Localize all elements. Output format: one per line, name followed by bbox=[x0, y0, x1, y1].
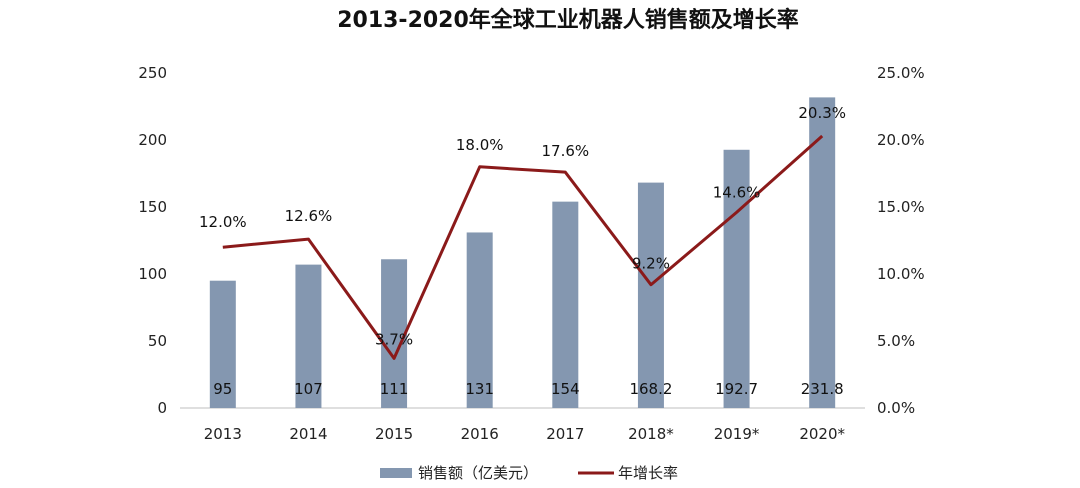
y-left-tick-label: 200 bbox=[138, 131, 167, 149]
bar bbox=[552, 201, 579, 408]
bar bbox=[809, 97, 836, 408]
bar-data-label: 192.7 bbox=[715, 380, 758, 398]
bar-data-label: 131 bbox=[465, 380, 494, 398]
legend-bar-swatch bbox=[380, 468, 412, 478]
legend-line-label: 年增长率 bbox=[618, 464, 678, 482]
x-tick-label: 2017 bbox=[546, 425, 584, 443]
line-data-label: 3.7% bbox=[375, 330, 413, 348]
bar-data-label: 154 bbox=[551, 380, 580, 398]
y-right-tick-label: 0.0% bbox=[877, 399, 915, 417]
bar-data-label: 231.8 bbox=[801, 380, 844, 398]
line-data-label: 20.3% bbox=[798, 104, 846, 122]
bar-data-label: 111 bbox=[380, 380, 409, 398]
y-right-tick-label: 15.0% bbox=[877, 198, 925, 216]
x-tick-label: 2020* bbox=[799, 425, 845, 443]
x-tick-label: 2016 bbox=[461, 425, 499, 443]
x-tick-label: 2015 bbox=[375, 425, 413, 443]
y-right-tick-label: 5.0% bbox=[877, 332, 915, 350]
bar-data-label: 95 bbox=[213, 380, 232, 398]
x-tick-label: 2013 bbox=[204, 425, 242, 443]
y-right-tick-label: 20.0% bbox=[877, 131, 925, 149]
plot-area: 0 50 100 150 200 250 0.0% 5.0% 10.0% 15.0% 20.0% 25… bbox=[138, 64, 924, 443]
bar-data-label: 107 bbox=[294, 380, 323, 398]
chart-title: 2013-2020年全球工业机器人销售额及增长率 bbox=[337, 7, 799, 33]
y-left-tick-label: 250 bbox=[138, 64, 167, 82]
y-left-tick-label: 50 bbox=[148, 332, 167, 350]
legend-bar-label: 销售额（亿美元） bbox=[418, 464, 538, 482]
y-left-tick-label: 100 bbox=[138, 265, 167, 283]
line-data-label: 18.0% bbox=[456, 136, 504, 154]
x-tick-label: 2019* bbox=[714, 425, 760, 443]
bar bbox=[381, 259, 408, 408]
legend: 销售额（亿美元） 年增长率 bbox=[380, 464, 678, 482]
x-tick-label: 2014 bbox=[289, 425, 327, 443]
y-right-tick-label: 10.0% bbox=[877, 265, 925, 283]
bar bbox=[637, 182, 664, 408]
growth-line bbox=[222, 134, 824, 360]
line-data-label: 12.0% bbox=[199, 213, 247, 231]
y-right-tick-label: 25.0% bbox=[877, 64, 925, 82]
line-data-label: 12.6% bbox=[285, 207, 333, 225]
line-data-label: 14.6% bbox=[713, 183, 761, 201]
bar bbox=[209, 280, 236, 408]
x-tick-label: 2018* bbox=[628, 425, 674, 443]
y-left-tick-label: 0 bbox=[157, 399, 167, 417]
bar bbox=[295, 264, 322, 408]
y-left-tick-label: 150 bbox=[138, 198, 167, 216]
line-data-label: 17.6% bbox=[541, 142, 589, 160]
line-data-label: 9.2% bbox=[632, 255, 670, 273]
bar bbox=[723, 149, 750, 409]
bar bbox=[466, 232, 493, 408]
bar-data-label: 168.2 bbox=[629, 380, 672, 398]
